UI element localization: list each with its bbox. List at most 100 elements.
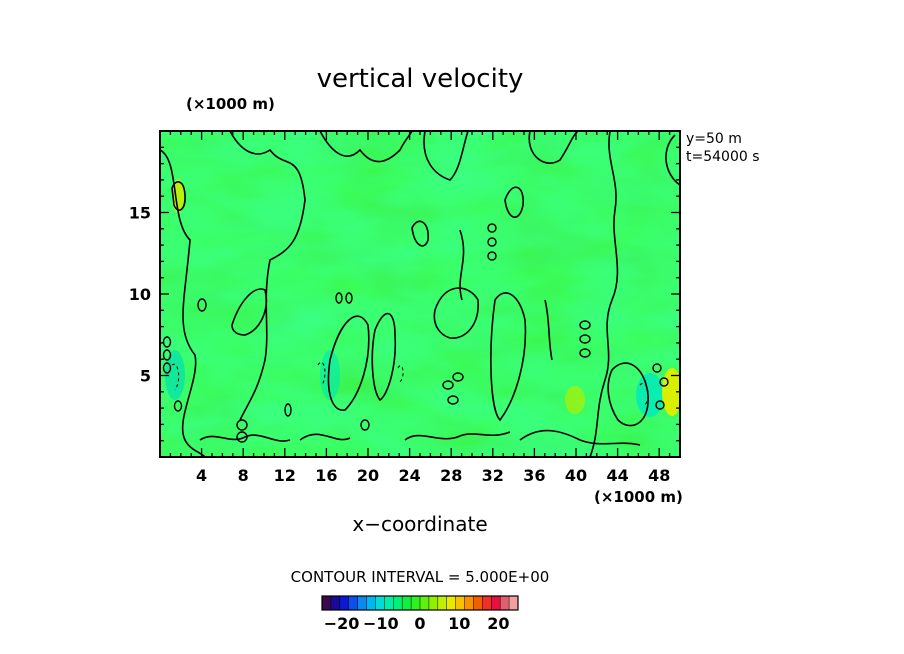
field-negative-region [636,373,664,417]
contour-line [327,315,370,411]
y-axis: 5 10 15 [129,130,680,458]
contour-loop [197,298,207,312]
y-unit-label: (×1000 m) [186,95,275,113]
contour-loop [162,336,172,348]
contour-line [229,131,306,421]
colorbar-tick-label: 10 [448,614,470,633]
colorbar-tick-label: −10 [363,614,399,633]
y-tick-label: 10 [129,285,151,304]
x-tick-label: 36 [523,466,545,485]
contour-loop [652,363,662,373]
contour-negative-line [317,362,326,386]
colorbar-swatch [464,596,474,610]
x-tick-label: 40 [565,466,587,485]
colorbar-swatch [491,596,501,610]
colorbar-swatch [509,596,519,610]
contour-line [231,288,267,336]
contour-line [299,433,351,441]
field-positive-region [565,386,585,414]
contour-loop [335,292,343,304]
contour-loop [284,403,292,417]
field-negative-region [165,350,185,400]
colorbar-tick-label: 20 [487,614,509,633]
chart-title: vertical velocity [317,64,524,94]
annotation-t: t=54000 s [686,149,760,165]
contour-line [528,131,579,164]
x-tick-label: 24 [398,466,420,485]
contour-line [404,431,511,441]
contour-line [160,149,206,457]
contour-line [411,220,429,247]
field-negative-region [320,350,340,400]
contour-line [490,292,527,422]
contour-loop [655,400,665,410]
y-tick-label: 5 [140,367,151,386]
contour-line [199,434,291,442]
x-tick-label: 28 [440,466,462,485]
contour-loop [236,431,248,443]
contour-line [423,131,469,181]
contour-interval-label: CONTOUR INTERVAL = 5.000E+00 [291,568,550,586]
contour-negative-line [397,365,404,383]
field-texture [160,131,680,457]
x-axis: 4 8 12 16 20 24 28 32 36 40 44 48 [159,131,681,485]
colorbar-swatch [411,596,421,610]
contour-line [519,429,641,446]
y-tick-label: 15 [129,204,151,223]
colorbar-swatch [322,596,332,610]
annotation-y: y=50 m [686,131,742,147]
contour-negative-lines [171,362,649,406]
contour-negative-line [639,382,649,406]
x-tick-label: 44 [606,466,628,485]
colorbar [321,595,519,611]
colorbar-swatch [446,596,457,610]
colorbar-swatch [339,596,350,610]
contour-lines [160,131,680,457]
colorbar-tick-label: −20 [324,614,360,633]
field-positive-region [662,368,680,416]
contour-line [319,131,413,163]
plot-area [160,131,680,457]
colorbar-swatch [366,596,376,610]
contour-line [459,229,465,301]
colorbar-swatch [500,596,510,610]
contour-loop [173,400,183,412]
contour-loop [236,419,248,431]
contour-loop [487,251,497,261]
colorbar-swatch [357,596,368,610]
x-tick-label: 32 [482,466,504,485]
contour-line [504,186,524,218]
colorbar-swatch [455,596,466,610]
contour-negative-line [171,363,180,391]
contour-line [544,299,553,361]
colorbar-swatch [393,596,403,610]
colorbar-swatch [482,596,492,610]
contour-loop [452,372,464,382]
colorbar-swatch [384,596,394,610]
contour-line [171,181,186,211]
x-unit-label: (×1000 m) [594,488,683,506]
colorbar-swatch [375,596,385,610]
contour-line [371,312,397,402]
contour-line [433,287,479,339]
x-tick-label: 20 [357,466,379,485]
contour-small-loops [162,223,669,443]
colorbar-swatch [348,596,359,610]
x-tick-label: 48 [648,466,670,485]
contour-loop [447,395,459,405]
contour-line [607,362,649,427]
colorbar-swatch [473,596,483,610]
contour-loop [579,320,591,330]
colorbar-swatch [437,596,448,610]
contour-line [589,131,619,457]
contour-loop [162,362,172,374]
colorbar-swatch [330,596,341,610]
contour-line [665,134,680,186]
colorbar-tick-label: 0 [414,614,425,633]
contour-loop [487,223,497,233]
contour-loop [659,377,669,387]
contour-loop [162,349,172,361]
colorbar-swatch [402,596,412,610]
contour-loop [360,419,370,431]
